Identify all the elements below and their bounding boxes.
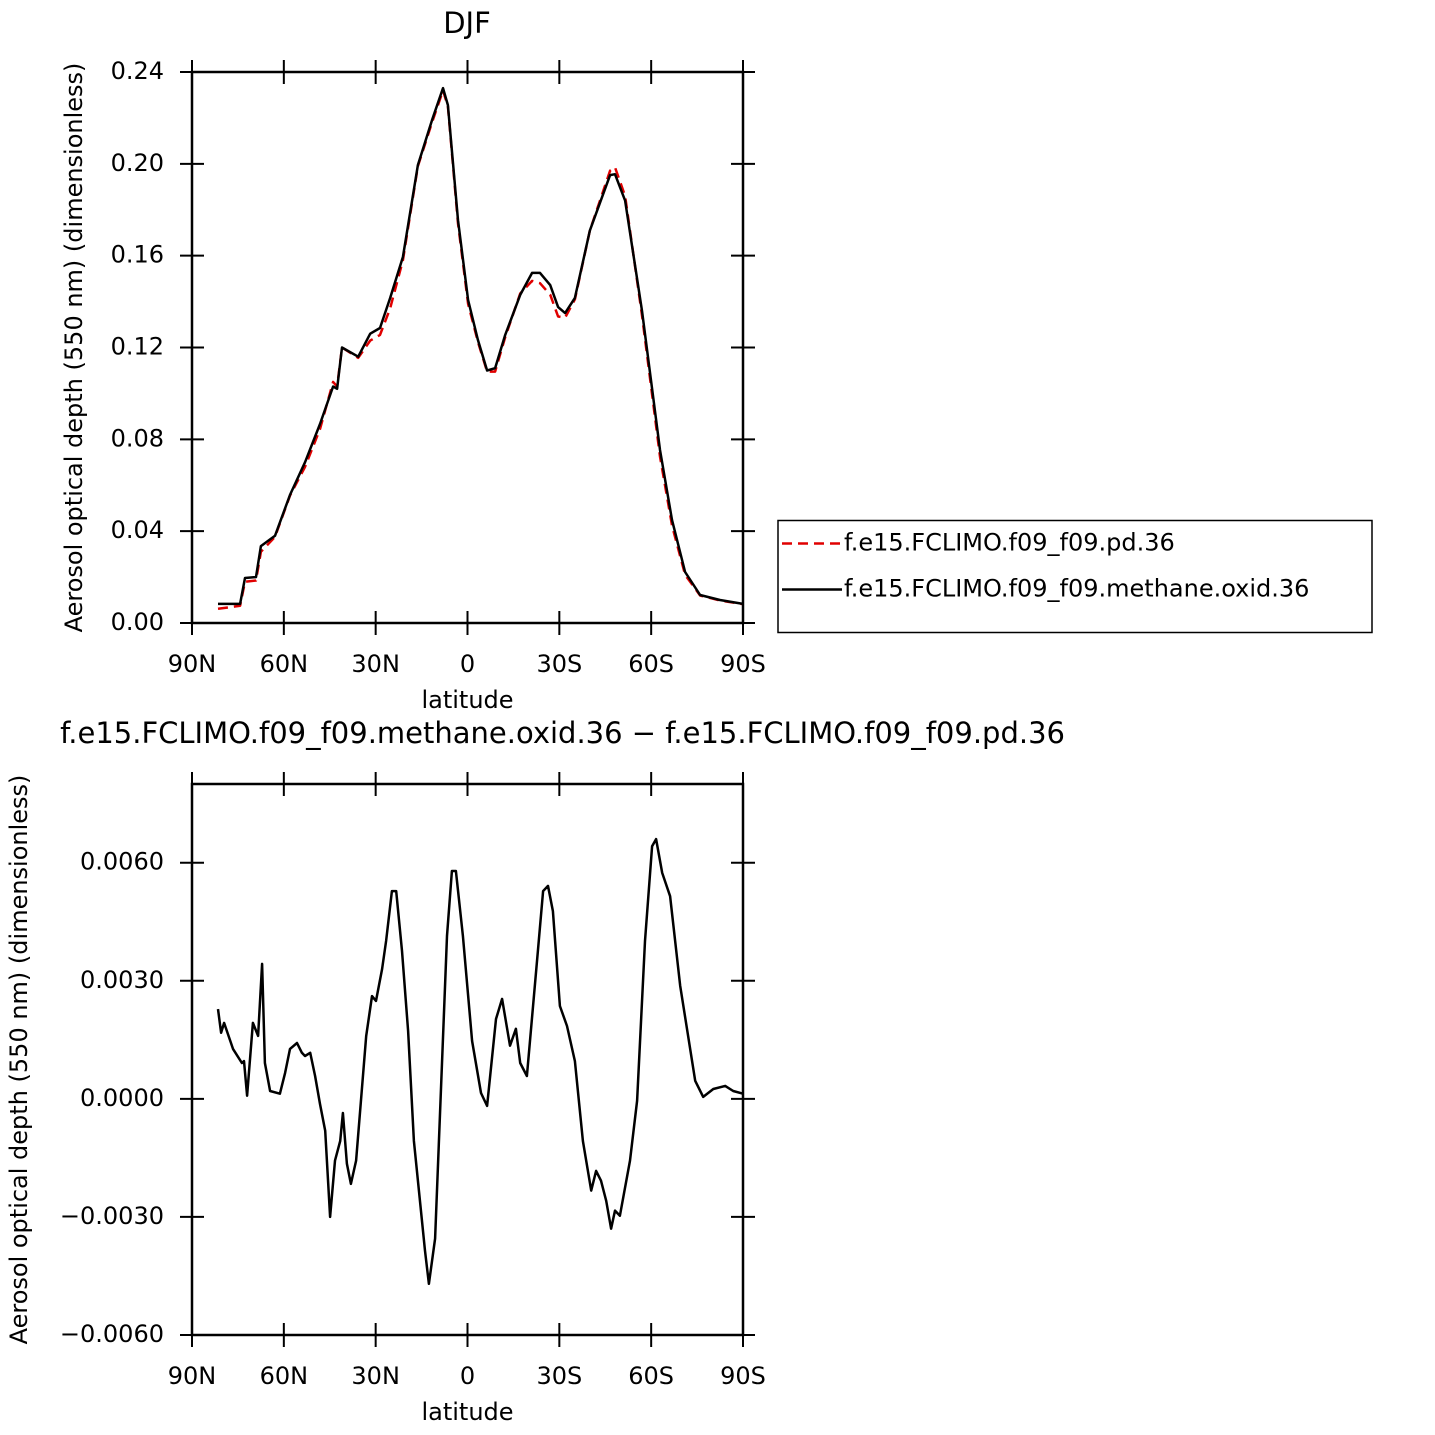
y-tick-label: 0.16: [111, 241, 164, 269]
x-tick-label: 90S: [720, 1362, 766, 1390]
y-tick-label: 0.20: [111, 149, 164, 177]
plot-frame: [190, 782, 745, 1337]
y-tick-label: −0.0060: [60, 1320, 164, 1348]
x-tick-label: 0: [460, 650, 475, 678]
legend-label: f.e15.FCLIMO.f09_f09.pd.36: [844, 529, 1175, 557]
x-tick-label: 90S: [720, 650, 766, 678]
y-tick-label: 0.12: [111, 333, 164, 361]
y-tick-label: 0.0000: [80, 1084, 164, 1112]
x-tick-label: 90N: [168, 650, 217, 678]
chart-title: DJF: [443, 6, 491, 40]
y-axis-label: Aerosol optical depth (550 nm) (dimensio…: [60, 63, 88, 633]
y-axis-label: Aerosol optical depth (550 nm) (dimensio…: [5, 775, 33, 1345]
data-line: [216, 837, 744, 1286]
x-tick-label: 90N: [168, 1362, 217, 1390]
y-tick-label: 0.00: [111, 608, 164, 636]
x-tick-label: 60S: [628, 650, 674, 678]
x-tick-label: 30S: [536, 650, 582, 678]
x-axis-label: latitude: [421, 686, 513, 714]
y-tick-label: 0.24: [111, 57, 164, 85]
y-tick-label: 0.0060: [80, 848, 164, 876]
y-tick-label: 0.08: [111, 424, 164, 452]
plot-frame: [190, 70, 745, 625]
data-line: [218, 86, 744, 606]
x-tick-label: 30N: [351, 1362, 400, 1390]
x-tick-label: 0: [460, 1362, 475, 1390]
y-tick-label: −0.0030: [60, 1202, 164, 1230]
x-axis-label: latitude: [421, 1398, 513, 1426]
y-tick-label: 0.04: [111, 516, 164, 544]
legend: f.e15.FCLIMO.f09_f09.pd.36 f.e15.FCLIMO.f…: [777, 519, 1373, 634]
x-tick-label: 30S: [536, 1362, 582, 1390]
x-tick-label: 60N: [260, 650, 309, 678]
chart-title: f.e15.FCLIMO.f09_f09.methane.oxid.36 − f…: [60, 716, 1065, 750]
x-tick-label: 60S: [628, 1362, 674, 1390]
x-tick-label: 60N: [260, 1362, 309, 1390]
x-tick-label: 30N: [351, 650, 400, 678]
legend-box: [777, 519, 1373, 634]
legend-label: f.e15.FCLIMO.f09_f09.methane.oxid.36: [844, 575, 1309, 603]
y-tick-label: 0.0030: [80, 966, 164, 994]
